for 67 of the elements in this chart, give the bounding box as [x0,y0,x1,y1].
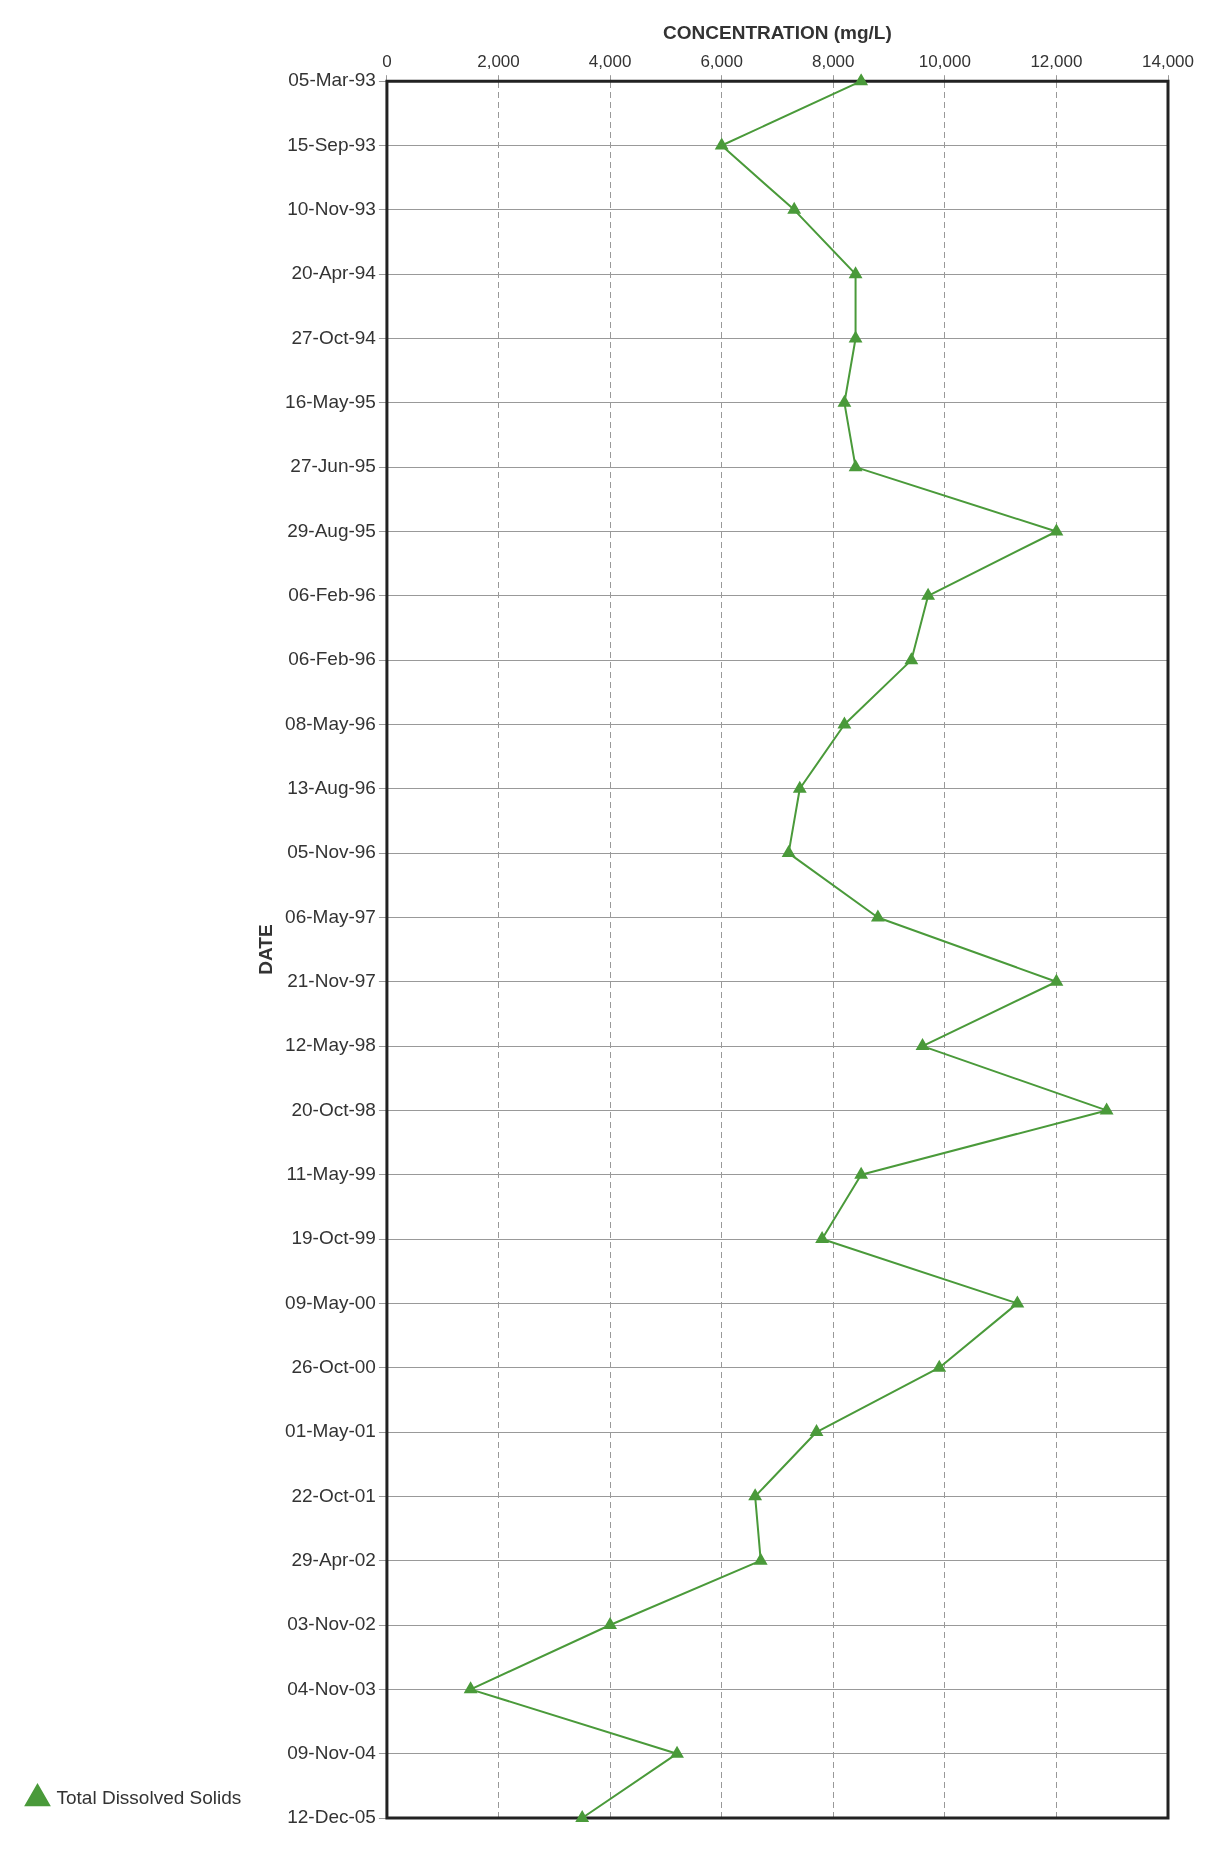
point [1050,524,1063,536]
point [849,331,862,343]
point [464,1682,477,1694]
point [854,1167,868,1179]
point [793,781,806,793]
point [838,395,851,407]
y-tick-label: 03-Nov-02 [287,1613,376,1635]
point [788,202,801,214]
y-tick-label: 21-Nov-97 [287,970,376,991]
y-tick-label: 11-May-99 [286,1162,376,1184]
y-tick-label: 09-Nov-04 [287,1741,377,1763]
y-tick-label: 27-Oct-94 [291,326,377,348]
y-tick-label: 08-May-96 [285,712,376,734]
point [838,717,851,729]
y-tick-label: 04-Nov-03 [287,1677,376,1699]
point [754,1553,767,1565]
point [810,1425,823,1437]
x-tick-label: 10,000 [918,51,971,71]
y-tick-label: 09-May-00 [285,1291,376,1313]
x-tick-label: 14,000 [1142,51,1194,71]
point [933,1360,946,1372]
point [748,1489,762,1501]
y-tick-label: 13-Aug-96 [287,777,376,799]
x-tick-label: 4,000 [588,51,632,71]
y-tick-label: 05-Mar-93 [288,69,376,91]
point [849,460,862,472]
y-tick-label: 01-May-01 [285,1420,376,1442]
point [715,138,728,150]
point [1050,974,1063,986]
y-tick-label: 12-May-98 [285,1034,376,1056]
point [782,846,795,858]
y-tick-label: 26-Oct-00 [291,1355,376,1377]
x-tick-label: 6,000 [700,51,743,71]
point [916,1039,929,1051]
y-tick-label: 10-Nov-93 [287,198,376,220]
y-tick-label: 15-Sep-93 [287,133,376,155]
point [921,588,935,600]
y-tick-label: 29-Aug-95 [287,519,376,541]
x-tick-label: 8,000 [811,51,855,71]
y-tick-label: 16-May-95 [285,391,376,413]
point [854,74,868,86]
y-tick-label: 22-Oct-01 [291,1484,376,1506]
y-tick-label: 06-May-97 [285,905,376,927]
y-tick-label: 29-Apr-02 [291,1548,376,1570]
y-tick-label: 20-Oct-98 [291,1098,376,1120]
point [815,1232,829,1244]
x-tick-label: 12,000 [1030,51,1083,71]
y-tick-label: 20-Apr-94 [291,262,377,284]
point [905,653,918,665]
y-tick-label: 19-Oct-99 [291,1227,376,1249]
y-tick-label: 12-Dec-05 [287,1806,376,1828]
point [1100,1103,1113,1115]
y-axis-title: DATE [254,924,276,975]
point [575,1811,589,1822]
point [849,267,862,279]
x-tick-label: 2,000 [477,51,520,71]
x-tick-label: 0 [382,51,392,71]
y-tick-label: 05-Nov-96 [287,841,376,863]
y-tick-label: 06-Feb-96 [288,648,376,670]
legend-label: Total Dissolved Solids [56,1786,242,1808]
y-tick-label: 06-Feb-96 [288,584,376,606]
y-tick-label: 27-Jun-95 [290,455,376,477]
point [670,1746,684,1758]
point [603,1618,617,1630]
x-axis-title: CONCENTRATION (mg/L) [663,21,892,43]
point [1011,1296,1024,1308]
point [871,910,885,922]
